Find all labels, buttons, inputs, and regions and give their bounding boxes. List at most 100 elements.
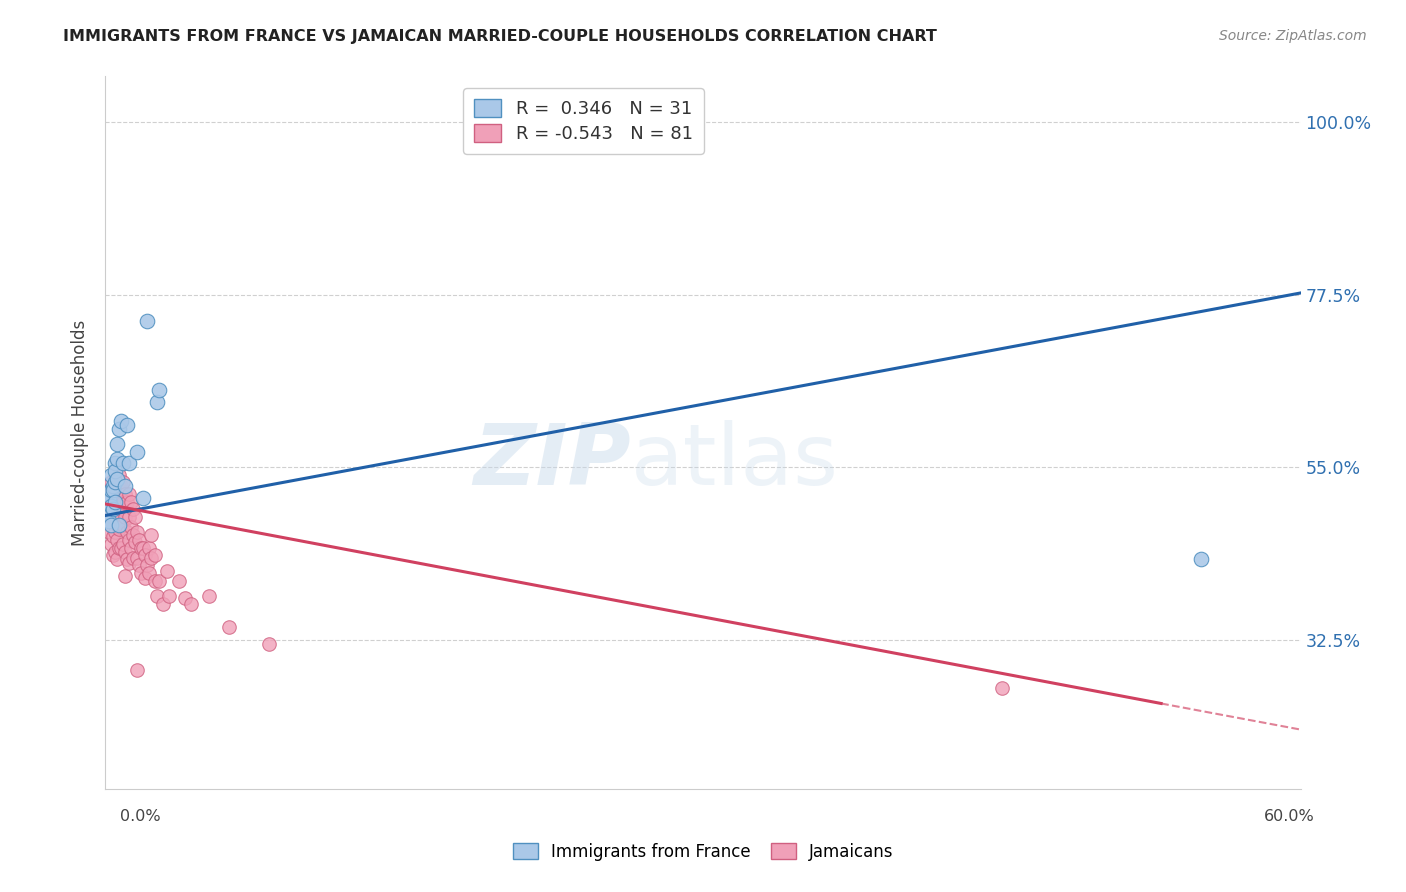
Point — [103, 529, 125, 543]
Point — [148, 384, 170, 398]
Point — [117, 525, 139, 540]
Point — [141, 550, 163, 565]
Legend: R =  0.346   N = 31, R = -0.543   N = 81: R = 0.346 N = 31, R = -0.543 N = 81 — [464, 88, 703, 154]
Point — [136, 558, 159, 573]
Point — [103, 502, 125, 516]
Point — [118, 487, 141, 501]
Point — [104, 544, 127, 558]
Legend: Immigrants from France, Jamaicans: Immigrants from France, Jamaicans — [506, 837, 900, 868]
Point — [108, 479, 131, 493]
Point — [98, 491, 121, 505]
Point — [117, 494, 139, 508]
Point — [122, 502, 145, 516]
Point — [110, 541, 132, 555]
Point — [180, 597, 202, 611]
Point — [118, 456, 141, 470]
Point — [103, 483, 125, 498]
Point — [110, 499, 132, 513]
Point — [990, 681, 1012, 695]
Point — [104, 525, 127, 540]
Point — [100, 467, 122, 482]
Point — [132, 541, 155, 555]
Point — [198, 589, 221, 603]
Point — [108, 483, 131, 498]
Point — [100, 537, 122, 551]
Point — [1189, 552, 1212, 566]
Point — [108, 499, 131, 513]
Point — [134, 571, 156, 585]
Point — [96, 510, 118, 524]
Point — [127, 664, 149, 678]
Point — [218, 620, 240, 634]
Point — [112, 475, 135, 490]
Point — [114, 487, 136, 501]
Point — [107, 552, 129, 566]
Point — [114, 479, 136, 493]
Point — [167, 574, 190, 588]
Point — [104, 491, 127, 505]
Point — [138, 566, 160, 580]
Point — [120, 541, 142, 555]
Point — [104, 456, 127, 470]
Point — [107, 437, 129, 451]
Point — [127, 445, 149, 459]
Point — [104, 506, 127, 520]
Point — [141, 527, 163, 541]
Point — [104, 479, 127, 493]
Point — [114, 510, 136, 524]
Point — [118, 533, 141, 547]
Point — [107, 483, 129, 498]
Point — [112, 537, 135, 551]
Point — [107, 472, 129, 486]
Point — [103, 479, 125, 493]
Text: Source: ZipAtlas.com: Source: ZipAtlas.com — [1219, 29, 1367, 43]
Point — [122, 550, 145, 565]
Point — [152, 597, 174, 611]
Point — [100, 491, 122, 505]
Point — [114, 569, 136, 583]
Point — [104, 494, 127, 508]
Point — [100, 499, 122, 513]
Point — [100, 517, 122, 532]
Point — [117, 552, 139, 566]
Text: atlas: atlas — [631, 419, 839, 503]
Point — [107, 499, 129, 513]
Point — [108, 517, 131, 532]
Point — [114, 544, 136, 558]
Point — [104, 479, 127, 493]
Point — [148, 574, 170, 588]
Point — [98, 487, 121, 501]
Point — [100, 483, 122, 498]
Point — [110, 414, 132, 428]
Point — [98, 494, 121, 508]
Point — [174, 591, 197, 605]
Point — [146, 589, 169, 603]
Point — [100, 514, 122, 528]
Point — [98, 525, 121, 540]
Point — [134, 549, 156, 563]
Point — [107, 533, 129, 547]
Point — [107, 514, 129, 528]
Point — [110, 517, 132, 532]
Point — [108, 522, 131, 536]
Point — [108, 467, 131, 482]
Point — [104, 475, 127, 490]
Point — [127, 525, 149, 540]
Point — [110, 479, 132, 493]
Point — [100, 475, 122, 490]
Point — [120, 494, 142, 508]
Point — [136, 314, 159, 328]
Text: IMMIGRANTS FROM FRANCE VS JAMAICAN MARRIED-COUPLE HOUSEHOLDS CORRELATION CHART: IMMIGRANTS FROM FRANCE VS JAMAICAN MARRI… — [63, 29, 938, 44]
Point — [124, 535, 146, 549]
Point — [156, 564, 179, 578]
Text: ZIP: ZIP — [474, 419, 631, 503]
Point — [128, 558, 150, 573]
Point — [127, 550, 149, 565]
Point — [129, 541, 153, 555]
Text: 60.0%: 60.0% — [1264, 809, 1315, 823]
Point — [120, 520, 142, 534]
Point — [104, 464, 127, 478]
Point — [138, 541, 160, 555]
Point — [257, 637, 280, 651]
Point — [103, 510, 125, 524]
